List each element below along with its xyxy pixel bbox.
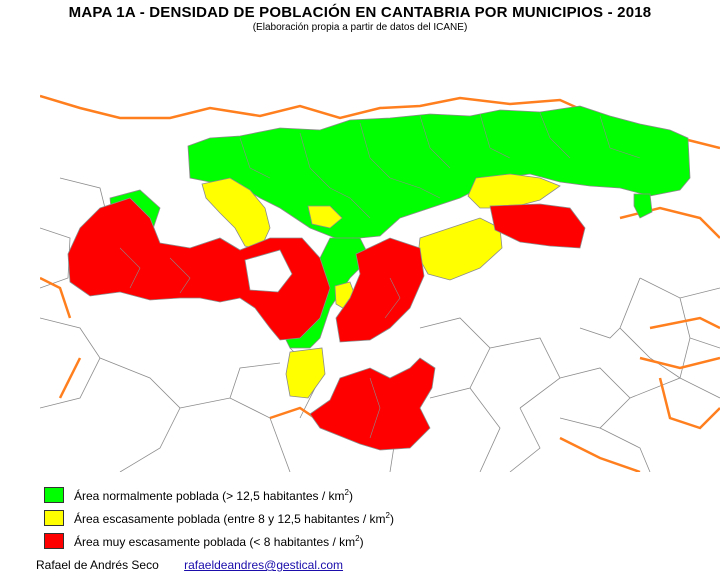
legend-item-normal: Área normalmente poblada (> 12,5 habitan… xyxy=(44,484,394,506)
region-scarce-4 xyxy=(467,173,561,209)
region-very-scarce-south xyxy=(309,357,436,451)
author-email-link[interactable]: rafaeldeandres@gestical.com xyxy=(184,558,344,572)
footer: Rafael de Andrés Seco rafaeldeandres@ges… xyxy=(36,558,343,572)
legend-label-very-scarce: Área muy escasamente poblada (< 8 habita… xyxy=(74,534,364,549)
legend-text-scarce: Área escasamente poblada (entre 8 y 12,5… xyxy=(74,511,386,526)
cantabria-municipal-lines xyxy=(119,112,641,439)
legend-tail-scarce: ) xyxy=(389,511,394,526)
map-title: MAPA 1A - DENSIDAD DE POBLACIÓN EN CANTA… xyxy=(68,4,652,21)
legend-label-scarce: Área escasamente poblada (entre 8 y 12,5… xyxy=(74,511,394,526)
legend-swatch-green xyxy=(44,487,64,503)
legend: Área normalmente poblada (> 12,5 habitan… xyxy=(44,484,394,553)
region-scarce-3 xyxy=(417,217,503,281)
legend-text-normal: Área normalmente poblada (> 12,5 habitan… xyxy=(74,488,345,503)
region-very-scarce-center xyxy=(335,237,425,343)
legend-sup-scarce: 2 xyxy=(385,510,390,520)
region-scarce-2 xyxy=(307,205,343,229)
region-normal-east xyxy=(633,193,653,219)
density-map xyxy=(40,78,720,472)
legend-sup-normal: 2 xyxy=(344,487,349,497)
region-scarce-6 xyxy=(285,347,326,399)
legend-text-very-scarce: Área muy escasamente poblada (< 8 habita… xyxy=(74,534,356,549)
enclave-white xyxy=(244,249,293,293)
legend-item-very-scarce: Área muy escasamente poblada (< 8 habita… xyxy=(44,530,394,552)
author-name: Rafael de Andrés Seco xyxy=(36,558,159,572)
map-subtitle: (Elaboración propia a partir de datos de… xyxy=(252,22,468,33)
region-very-scarce-east xyxy=(489,203,586,249)
legend-swatch-yellow xyxy=(44,510,64,526)
legend-tail-very-scarce: ) xyxy=(359,534,364,549)
region-very-scarce-west xyxy=(67,197,331,341)
legend-label-normal: Área normalmente poblada (> 12,5 habitan… xyxy=(74,488,353,503)
legend-item-scarce: Área escasamente poblada (entre 8 y 12,5… xyxy=(44,507,394,529)
legend-tail-normal: ) xyxy=(348,488,353,503)
legend-sup-very-scarce: 2 xyxy=(355,533,360,543)
map-svg xyxy=(40,78,720,472)
legend-swatch-red xyxy=(44,533,64,549)
neighbor-municipal-lines xyxy=(40,177,720,472)
